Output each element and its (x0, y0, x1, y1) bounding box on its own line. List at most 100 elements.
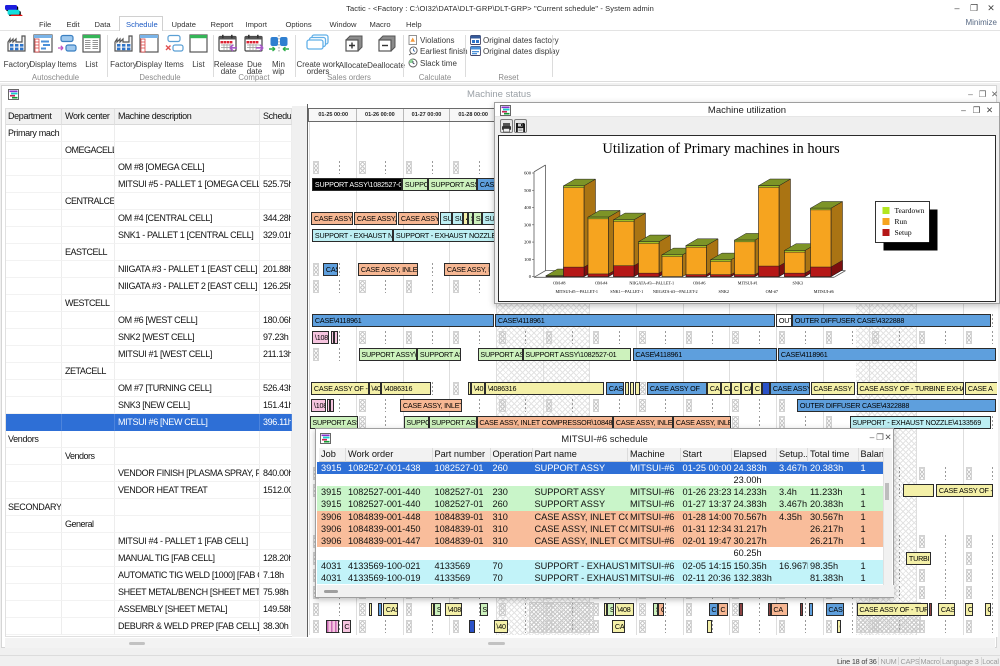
ribbon-button-display[interactable]: Display (133, 34, 165, 69)
ribbon-button-deallocate[interactable]: Deallocate (364, 34, 408, 70)
table-row[interactable]: OM #8 [OMEGA CELL] (5, 159, 292, 176)
table-row[interactable]: NIIGATA #3 - PALLET 2 [EAST CELL] 126.25h (5, 278, 292, 295)
gantt-bar[interactable]: CASE ASSY, (354, 211, 398, 225)
schedule-minimize-button[interactable]: – (869, 432, 875, 442)
ribbon-button-create-work-orders[interactable]: Create work orders (294, 34, 342, 76)
schedule-row[interactable]: 3915 1082527-001-440 1082527-01 230 SUPPORT … (317, 486, 885, 499)
table-row[interactable]: OM #4 [CENTRAL CELL] 344.28h (5, 210, 292, 227)
table-row[interactable]: SNK1 - PALLET 1 [CENTRAL CELL] 329.01h (5, 227, 292, 244)
gantt-bar[interactable] (467, 381, 472, 395)
mdi-minimize-label[interactable]: Minimize (965, 18, 997, 27)
machine-status-restore-button[interactable]: ❐ (978, 89, 987, 99)
menu-item-macro[interactable]: Macro (369, 20, 391, 29)
table-row[interactable]: DEBURR & WELD PREP [FAB CELL] 38.30h (5, 618, 292, 635)
gantt-bar[interactable] (738, 602, 744, 616)
gantt-bar[interactable]: CA (721, 381, 732, 395)
gantt-bar[interactable]: SUPPORT ASSY\1082527-01 (522, 347, 632, 361)
schedule-row[interactable]: 23.00h (317, 473, 885, 486)
gantt-bar[interactable] (330, 398, 334, 412)
gantt-bar[interactable]: OUTER DIFFUSER CASE\4322888 (797, 398, 997, 412)
gantt-bar[interactable] (625, 381, 630, 395)
table-row[interactable]: MITSUI #6 [NEW CELL] 396.11h (5, 414, 292, 431)
table-row[interactable]: SHEET METAL/BENCH [SHEET METAL 75.98h (5, 584, 292, 601)
menu-item-window[interactable]: Window (329, 20, 357, 29)
schedule-close-button[interactable]: ✕ (884, 432, 892, 442)
gantt-bar[interactable]: OUTER DIFFUSER CASE\4322888 (792, 313, 992, 327)
gantt-bar[interactable]: SU (440, 211, 452, 225)
gantt-bar[interactable] (430, 602, 435, 616)
gantt-bar[interactable] (707, 619, 712, 633)
gantt-bar[interactable]: CASE ASSY, INLET (613, 415, 674, 429)
gantt-bar[interactable]: CASE ASSY, I (444, 262, 491, 276)
gantt-bar[interactable]: C (341, 619, 351, 633)
ribbon-button-original-dates-display[interactable]: Original dates display (470, 46, 559, 58)
schedule-restore-button[interactable]: ❐ (876, 432, 884, 442)
table-row[interactable]: SNK3 [NEW CELL] 151.41h (5, 397, 292, 414)
gantt-bar[interactable]: CASE ASSY OF - (311, 381, 369, 395)
gantt-bar[interactable]: CA (770, 602, 789, 616)
gantt-bar[interactable] (635, 381, 641, 395)
gantt-bar[interactable]: S (434, 602, 442, 616)
menu-item-update[interactable]: Update (171, 20, 197, 29)
gantt-bar[interactable]: CASE ASSY OF - TURBINE EXHA (856, 381, 964, 395)
gantt-bar[interactable]: CASE (825, 602, 844, 616)
ribbon-button-slack-time[interactable]: Slack time (408, 58, 457, 70)
table-row[interactable]: WESTCELL (5, 295, 292, 312)
gantt-bar[interactable]: SUPPORT A (402, 177, 429, 191)
gantt-bar[interactable]: C (836, 619, 842, 633)
table-row[interactable]: VENDOR HEAT TREAT 1512.00 (5, 482, 292, 499)
ribbon-button-items[interactable]: Items (54, 34, 80, 69)
gantt-bar[interactable]: \108 (312, 330, 330, 344)
gantt-bar[interactable]: CASE A (965, 381, 997, 395)
gantt-bar[interactable]: CASE ASSY, INLET COMPRESSOR\10848 (476, 415, 614, 429)
gantt-bar[interactable]: CAS (741, 381, 753, 395)
ribbon-button-list[interactable]: List (186, 34, 212, 69)
ribbon-button-list[interactable]: List (79, 34, 105, 69)
menu-item-schedule[interactable]: Schedule (126, 20, 158, 29)
table-row[interactable]: VENDOR FINISH [PLASMA SPRAY, PA 840.00h (5, 465, 292, 482)
table-row[interactable]: Vendors (5, 431, 292, 448)
gantt-bar[interactable]: C (965, 602, 973, 616)
utilization-close-button[interactable]: ✕ (985, 105, 994, 115)
gantt-bar[interactable]: \4086 (445, 602, 463, 616)
gantt-bar[interactable]: \4086316 (485, 381, 605, 395)
gantt-bar[interactable]: SUPPORT ASS (428, 177, 478, 191)
gantt-bar[interactable]: SUPPOR (403, 415, 429, 429)
gantt-bar[interactable]: CA (612, 619, 625, 633)
gantt-bar[interactable] (330, 330, 335, 344)
machine-status-minimize-button[interactable]: – (968, 89, 973, 99)
gantt-bar[interactable] (903, 483, 935, 497)
schedule-row[interactable]: 3906 1084839-001-447 1084839-01 310 CASE ASS… (317, 535, 885, 548)
gantt-bar[interactable]: S (607, 602, 615, 616)
schedule-row[interactable]: 4031 4133569-100-019 4133569 70 SUPPORT - EX… (317, 571, 885, 584)
gantt-bar[interactable]: CASE ASSY OF - (936, 483, 994, 497)
gantt-bar[interactable]: SUPPORT ASS (309, 415, 358, 429)
restore-button[interactable]: ❐ (969, 3, 979, 13)
utilization-minimize-button[interactable]: – (961, 105, 966, 115)
table-row[interactable]: MITSUI #5 - PALLET 1 [OMEGA CELL] 525.75h (5, 176, 292, 193)
gantt-bar[interactable]: CAS (707, 381, 721, 395)
schedule-row[interactable]: 3915 1082527-001-440 1082527-01 260 SUPPORT … (317, 498, 885, 511)
gantt-bar[interactable]: CAS (606, 381, 625, 395)
gantt-bar[interactable]: CASE ASSY O (810, 381, 856, 395)
schedule-row[interactable]: 3906 1084839-001-450 1084839-01 310 CASE ASS… (317, 522, 885, 535)
gantt-bar[interactable]: SUPPORT - EXHAUST NOZZLE\4133569 (849, 415, 992, 429)
gantt-bar[interactable]: SUPPORT - EXHAUST NO (312, 228, 394, 242)
gantt-bar[interactable] (377, 602, 383, 616)
schedule-hscroll-thumb[interactable] (324, 590, 338, 593)
schedule-vscroll-thumb[interactable] (885, 483, 889, 500)
pane-splitter[interactable] (292, 106, 593, 637)
gantt-bar[interactable]: CASE ASSY, INLET (358, 262, 419, 276)
gantt-bar[interactable]: C (708, 602, 718, 616)
gantt-bar[interactable]: \108 (311, 398, 326, 412)
gantt-bar[interactable]: CASE ASSY OF (647, 381, 708, 395)
table-row[interactable]: AUTOMATIC TIG WELD [1000] [FAB C 7.18h (5, 567, 292, 584)
gantt-bar[interactable]: SUPPORT - EXHAUST NOZZLE (393, 228, 498, 242)
gantt-bar[interactable] (603, 602, 608, 616)
gantt-bar[interactable] (368, 602, 373, 616)
ribbon-button-display[interactable]: Display (27, 34, 59, 69)
gantt-bar[interactable]: SU (452, 211, 464, 225)
schedule-row[interactable]: 3915 1082527-001-438 1082527-01 260 SUPPORT … (317, 461, 885, 474)
gantt-hscroll-thumb[interactable] (488, 642, 505, 645)
ribbon-button-allocate[interactable]: Allocate (335, 34, 371, 70)
